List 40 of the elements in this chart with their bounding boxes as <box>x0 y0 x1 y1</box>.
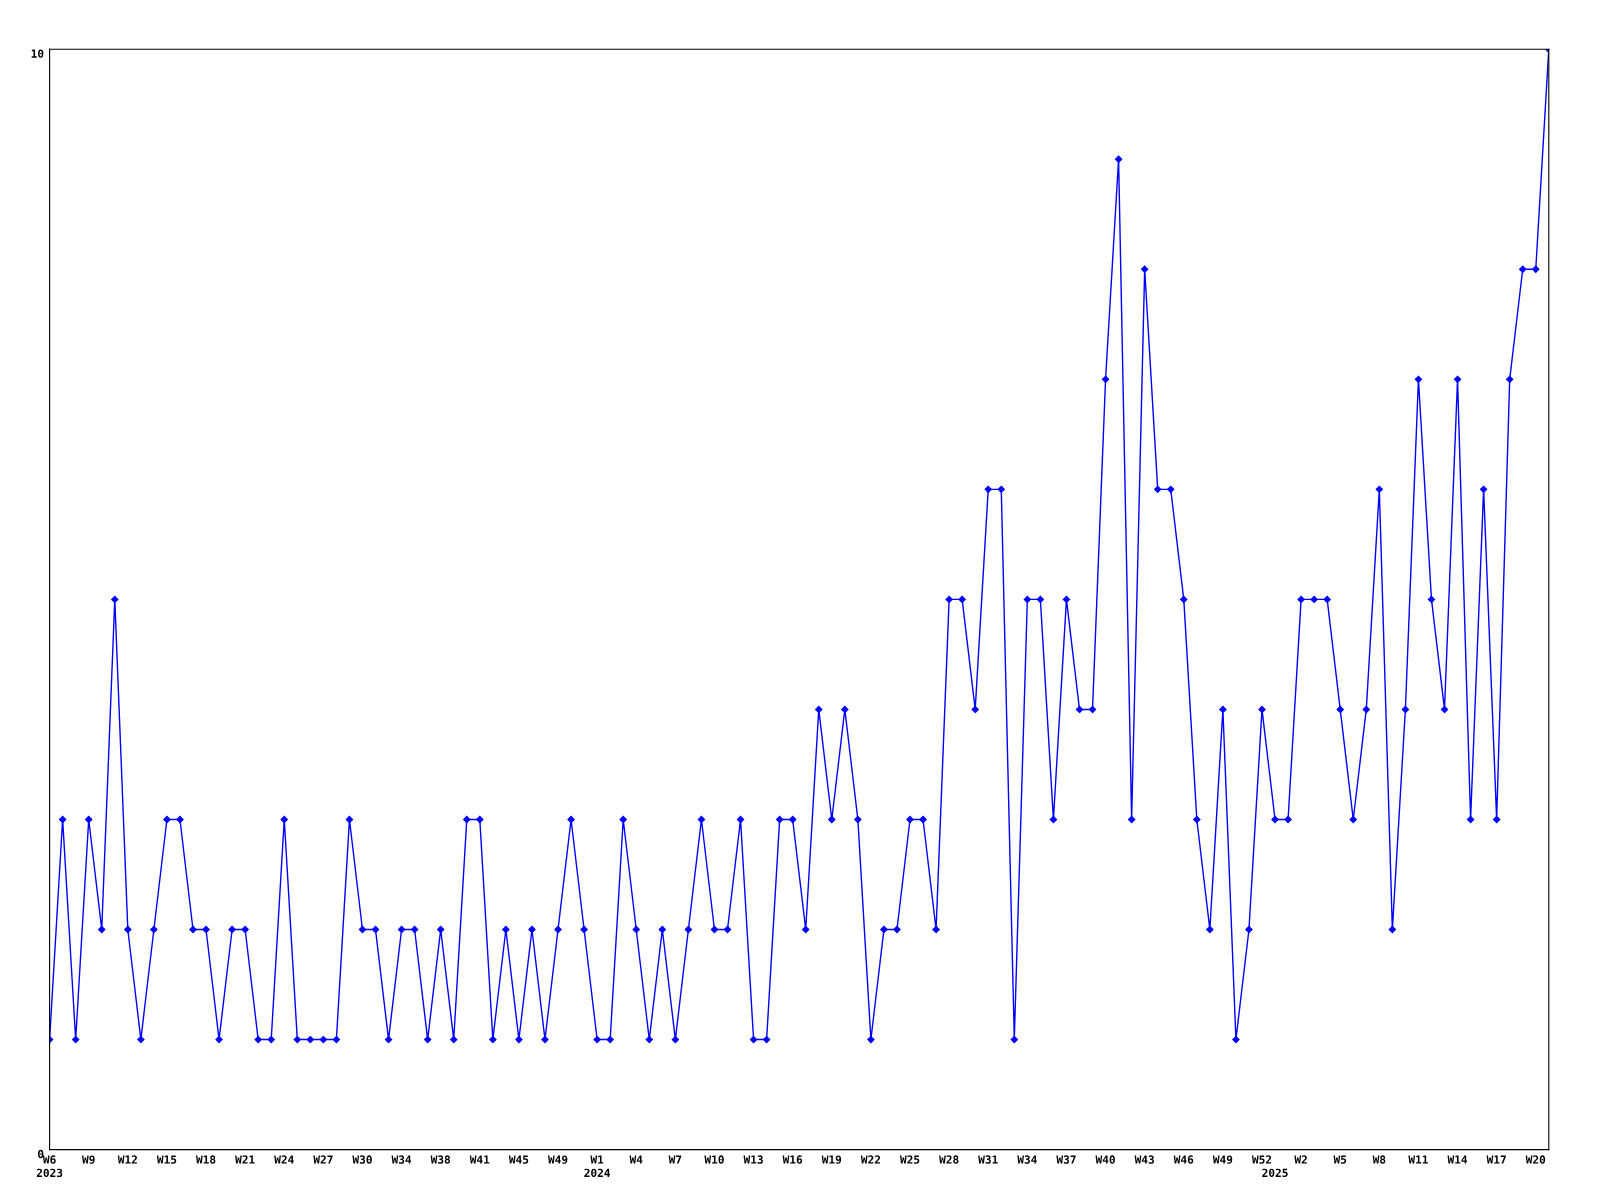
x-tick-label: W43 <box>1134 1155 1154 1164</box>
x-tick-label: W40 <box>1095 1155 1115 1164</box>
x-tick-label: W52 <box>1251 1155 1272 1164</box>
x-tick-label: W18 <box>196 1155 216 1164</box>
x-tick-label: W16 <box>782 1155 803 1164</box>
x-tick-label: 2025 <box>1262 1168 1288 1178</box>
x-tick-label: W19 <box>821 1155 842 1164</box>
x-tick-label: W15 <box>156 1155 177 1164</box>
x-tick-label: W4 <box>629 1155 643 1164</box>
x-tick-label: W49 <box>547 1155 568 1164</box>
x-tick-label: W45 <box>508 1155 529 1164</box>
x-tick-label: W25 <box>899 1155 920 1164</box>
x-tick-label: W21 <box>235 1155 255 1164</box>
x-tick-label: W10 <box>704 1155 724 1164</box>
x-tick-label: W41 <box>469 1155 490 1164</box>
x-tick-label: W1 2024 <box>584 1155 611 1178</box>
x-tick-label: W34 <box>391 1155 412 1164</box>
x-tick-label: W37 <box>1056 1155 1076 1164</box>
x-tick-label: W12 <box>117 1155 137 1164</box>
x-tick-label: W30 <box>352 1155 372 1164</box>
x-tick-label: W22 <box>860 1155 881 1164</box>
x-tick-label: W34 <box>1017 1155 1037 1164</box>
x-tick-label: W17 <box>1486 1155 1506 1164</box>
x-tick-label: W27 <box>313 1155 333 1164</box>
x-tick-label: W38 <box>430 1155 451 1164</box>
x-tick-label: W9 <box>82 1155 95 1164</box>
x-tick-label: W46 <box>1173 1155 1194 1164</box>
x-tick-label: W20 <box>1525 1155 1546 1164</box>
x-tick-label: W11 <box>1408 1155 1428 1164</box>
x-tick-label: W24 <box>274 1155 294 1164</box>
x-tick-label: W5 <box>1333 1155 1347 1164</box>
x-tick-label: W14 <box>1447 1155 1468 1164</box>
x-tick-label: W7 <box>668 1155 682 1164</box>
y-tick-label: 10 <box>31 49 44 58</box>
x-tick-label: W2 <box>1294 1155 1307 1164</box>
x-tick-label: W13 <box>743 1155 763 1164</box>
x-tick-label: W49 <box>1212 1155 1233 1164</box>
x-tick-label: W28 <box>939 1155 959 1164</box>
x-tick-label: W31 <box>978 1155 998 1164</box>
x-tick-label: W8 <box>1372 1155 1386 1164</box>
